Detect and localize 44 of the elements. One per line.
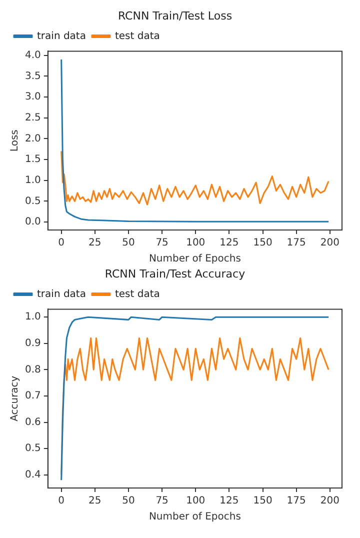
legend-label: test data	[114, 288, 160, 300]
y-tick-label: 3.5	[24, 70, 41, 82]
x-tick-label: 150	[253, 238, 272, 249]
x-tick-label: 75	[156, 238, 168, 249]
x-tick-label: 50	[122, 238, 135, 249]
y-tick-label: 4.0	[24, 50, 41, 61]
y-axis-title: Loss	[10, 130, 21, 152]
x-tick-label: 50	[122, 496, 135, 507]
y-tick-label: 0.5	[24, 196, 41, 207]
y-tick-label: 3.0	[24, 92, 41, 103]
x-tick-label: 200	[320, 238, 340, 249]
legend-label: train data	[37, 30, 86, 42]
x-tick-label: 100	[186, 496, 206, 507]
x-axis-title: Number of Epochs	[148, 254, 241, 265]
x-tick-label: 0	[58, 238, 65, 249]
x-tick-label: 175	[286, 496, 306, 507]
x-tick-label: 100	[186, 238, 206, 249]
x-tick-label: 0	[58, 496, 65, 507]
x-tick-label: 175	[286, 238, 306, 249]
y-tick-label: 0.0	[24, 216, 41, 228]
x-tick-label: 200	[320, 496, 340, 507]
y-tick-label: 0.7	[24, 390, 41, 402]
legend-label: train data	[37, 288, 86, 300]
x-tick-label: 150	[253, 496, 272, 507]
x-tick-label: 125	[220, 496, 239, 507]
y-tick-label: 2.5	[24, 112, 41, 124]
y-tick-label: 1.5	[24, 154, 41, 166]
y-tick-label: 2.0	[24, 133, 41, 144]
y-axis-title: Accuracy	[10, 376, 21, 422]
x-tick-label: 25	[88, 496, 102, 507]
y-tick-label: 0.6	[24, 416, 41, 428]
x-tick-label: 125	[220, 238, 239, 249]
y-tick-label: 0.4	[24, 469, 41, 480]
x-tick-label: 25	[88, 238, 102, 249]
legend-label: test data	[114, 30, 160, 42]
y-tick-label: 0.9	[24, 338, 41, 349]
x-tick-label: 75	[156, 496, 168, 507]
y-tick-label: 1.0	[24, 312, 41, 323]
chart-title: RCNN Train/Test Loss	[118, 9, 232, 22]
y-tick-label: 0.8	[24, 364, 41, 376]
chart-title: RCNN Train/Test Accuracy	[104, 267, 246, 280]
x-axis-title: Number of Epochs	[148, 512, 241, 523]
y-tick-label: 0.5	[24, 443, 41, 454]
y-tick-label: 1.0	[24, 174, 41, 186]
